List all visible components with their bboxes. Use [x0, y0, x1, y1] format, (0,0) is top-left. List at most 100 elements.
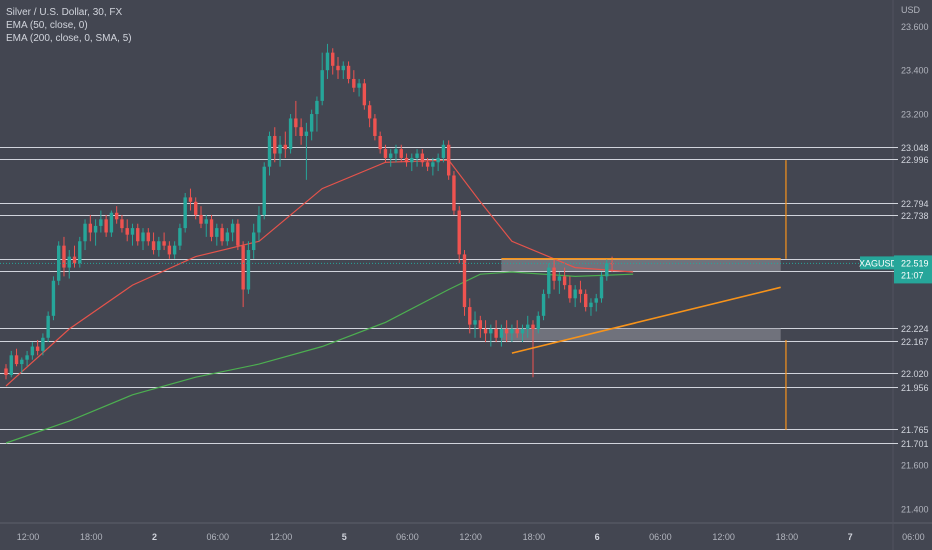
candle-body [605, 263, 609, 277]
candle-body [183, 197, 187, 229]
time-tick-5: 5 [342, 532, 347, 542]
time-tick-14: 06:00 [902, 532, 925, 542]
candle-body [62, 245, 66, 268]
candle-28 [151, 232, 156, 255]
candle-92 [489, 324, 493, 347]
currency-label: USD [901, 5, 921, 15]
candle-body [473, 320, 477, 325]
candle-102 [541, 289, 546, 321]
candle-body [599, 276, 604, 299]
candle-99 [526, 315, 530, 338]
candle-37 [199, 206, 203, 229]
candle-body [241, 245, 245, 290]
candle-16 [88, 214, 93, 242]
candle-38 [204, 214, 208, 237]
candle-85 [452, 171, 456, 215]
price-tag-bg [894, 255, 932, 284]
candle-body [288, 118, 293, 150]
candle-63 [336, 57, 340, 79]
candle-95 [504, 320, 509, 343]
price-tick-1: 23.400 [901, 66, 929, 76]
candle-body [489, 328, 493, 334]
candle-74 [394, 144, 398, 163]
candle-65 [346, 61, 351, 84]
candle-body [109, 212, 114, 233]
candle-body [114, 212, 119, 220]
candle-body [136, 228, 140, 242]
candle-31 [167, 241, 172, 259]
candle-body [504, 328, 509, 334]
time-tick-10: 06:00 [649, 532, 672, 542]
legend-ema50[interactable]: EMA (50, close, 0) [6, 20, 88, 31]
candle-97 [515, 320, 519, 338]
candle-body [441, 144, 446, 158]
candle-59 [315, 96, 319, 132]
candle-body [562, 276, 567, 286]
time-tick-13: 7 [848, 532, 853, 542]
candle-body [99, 219, 103, 226]
candle-body [304, 131, 309, 136]
candle-10 [57, 241, 61, 286]
candle-body [573, 289, 577, 299]
horizontal-levels [0, 147, 898, 444]
candle-body [14, 355, 19, 365]
time-tick-11: 12:00 [712, 532, 735, 542]
candle-body [172, 245, 177, 255]
candle-body [483, 328, 488, 334]
candle-84 [446, 140, 451, 180]
candle-30 [162, 232, 166, 251]
candle-39 [209, 214, 214, 242]
candle-101 [536, 311, 540, 334]
candle-36 [194, 197, 198, 220]
candle-47 [251, 223, 256, 259]
candle-body [309, 114, 314, 132]
candle-94 [499, 324, 504, 347]
candle-87 [462, 250, 467, 316]
chart-legend: Silver / U.S. Dollar, 30, FX EMA (50, cl… [6, 6, 132, 45]
level-label-11: 21.701 [901, 439, 929, 449]
candle-75 [399, 144, 403, 163]
candle-body [452, 175, 456, 211]
candle-86 [457, 206, 461, 264]
axes: 23.04822.99622.79422.73822.54022.48322.2… [17, 5, 932, 542]
candle-body [478, 320, 482, 329]
candle-60 [320, 52, 324, 106]
candle-76 [404, 153, 409, 167]
candle-body [35, 346, 40, 351]
candle-22 [120, 214, 124, 233]
candle-89 [473, 311, 477, 338]
candle-46 [246, 241, 251, 294]
candle-114 [605, 258, 609, 281]
candle-1 [9, 350, 13, 378]
zone-0 [501, 258, 781, 272]
legend-ema200[interactable]: EMA (200, close, 0, SMA, 5) [6, 33, 132, 44]
level-label-6: 22.224 [901, 324, 929, 334]
candle-body [462, 254, 467, 308]
candle-body [83, 223, 87, 242]
candle-body [57, 245, 61, 281]
drawings [0, 160, 892, 430]
candle-body [220, 228, 224, 242]
candle-3 [20, 357, 24, 373]
candle-21 [114, 206, 119, 224]
candle-body [541, 293, 546, 316]
candle-body [325, 52, 330, 71]
candle-17 [93, 219, 98, 246]
candle-body [162, 241, 166, 246]
candle-50 [267, 131, 272, 176]
candle-body [362, 83, 367, 106]
zones [501, 258, 781, 341]
candle-body [568, 285, 572, 299]
candles [4, 43, 614, 380]
candle-body [357, 83, 361, 88]
candle-107 [568, 276, 572, 303]
legend-title[interactable]: Silver / U.S. Dollar, 30, FX [6, 7, 123, 18]
candle-80 [425, 157, 430, 172]
candle-body [341, 65, 345, 71]
trendline-1 [511, 286, 781, 354]
candle-5 [30, 342, 35, 360]
candle-body [589, 302, 593, 308]
candle-104 [552, 258, 556, 290]
